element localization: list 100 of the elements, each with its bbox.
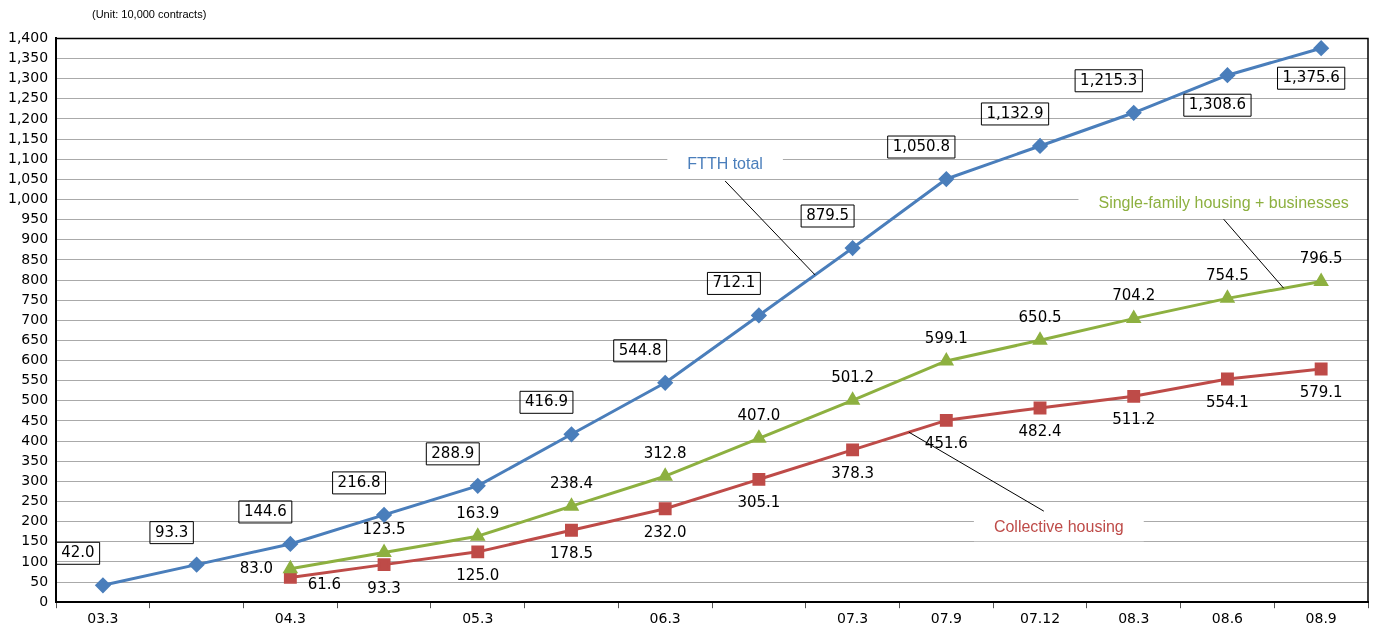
point [1220,372,1234,386]
data-label: 554.1 [1205,392,1249,411]
text: Single-family housing + businesses [1098,193,1349,211]
point [939,353,954,366]
data-label: 407.0 [737,406,781,425]
point [565,523,578,537]
x-tick-label: 08.6 [1211,610,1244,627]
x-tick-label: 06.3 [649,610,681,627]
data-label: 93.3 [154,522,189,541]
y-tick-label: 1,250 [7,89,49,106]
y-tick-label: 250 [21,492,49,509]
data-label: 178.5 [550,544,593,563]
y-tick-label: 1,400 [7,29,49,46]
data-label: 1,308.6 [1188,95,1247,114]
y-tick-label: 100 [21,552,49,569]
data-label: 125.0 [456,565,500,584]
data-label: 511.2 [1112,410,1156,429]
y-tick-label: 1,100 [7,149,49,166]
y-tick-label: 700 [21,310,49,327]
y-tick-label: 950 [21,210,49,227]
point [657,375,673,391]
data-label: 1,375.6 [1282,68,1340,87]
point [471,528,485,541]
y-tick-label: 750 [21,290,49,307]
y-tick-label: 600 [21,351,49,368]
data-label: 416.9 [525,392,568,411]
data-label: 650.5 [1018,308,1062,327]
data-label: 83.0 [239,558,274,577]
point [283,561,298,574]
point [471,545,485,559]
point [658,468,672,481]
data-label: 579.1 [1299,382,1343,401]
data-label: 879.5 [806,205,850,224]
text: (Unit: 10,000 contracts) [92,8,207,20]
x-tick-label: 07.12 [1019,610,1061,627]
y-tick-label: 850 [21,250,49,267]
y-tick-label: 800 [21,270,49,287]
data-label: 305.1 [737,493,781,512]
data-label: 544.8 [618,340,662,359]
x-tick-label: 08.9 [1305,610,1337,627]
point [95,577,111,593]
data-label: 163.9 [456,504,500,523]
y-tick-label: 200 [21,512,49,529]
data-label: 482.4 [1018,421,1062,440]
point [1126,105,1142,121]
data-label: 93.3 [367,578,401,597]
data-label: 288.9 [431,443,475,462]
x-tick-label: 07.3 [837,610,869,627]
data-label: 1,132.9 [986,103,1044,122]
y-tick-label: 50 [30,572,49,589]
y-tick-label: 1,150 [7,129,49,146]
y-tick-label: 0 [39,592,49,609]
point [1033,332,1047,345]
y-tick-label: 650 [21,331,49,348]
point [752,472,766,486]
point [1313,40,1329,56]
point [751,307,767,323]
data-label: 312.8 [643,444,687,463]
y-tick-label: 900 [21,230,49,247]
point [939,413,953,427]
point [564,498,579,511]
y-tick-label: 350 [21,451,49,468]
data-label: 238.4 [550,474,593,493]
point [470,478,486,494]
data-label: 1,215.3 [1080,70,1138,89]
point [563,426,579,442]
y-tick-label: 300 [21,472,49,489]
x-tick-label: 07.9 [930,610,962,627]
point [938,171,954,187]
y-tick-label: 1,050 [7,169,49,186]
data-label: 501.2 [831,368,875,387]
data-label: 1,050.8 [892,136,950,155]
point [845,240,861,256]
data-label: 599.1 [924,328,968,347]
text: FTTH total [687,155,763,173]
point [376,507,392,523]
data-label: 378.3 [831,463,875,482]
y-tick-label: 150 [21,532,49,549]
point [752,430,766,443]
point [283,570,297,584]
point [846,443,860,457]
y-tick-label: 1,350 [7,49,49,66]
point [189,557,205,573]
point [282,536,298,552]
data-label: 216.8 [337,472,381,491]
x-tick-label: 08.3 [1118,610,1150,627]
point [377,558,391,572]
y-tick-label: 1,200 [7,109,49,126]
point [1032,138,1048,154]
data-label: 451.6 [924,434,968,453]
data-label: 796.5 [1299,249,1343,268]
point [1220,290,1235,303]
x-tick-label: 04.3 [274,610,306,627]
point [1219,67,1235,83]
point [658,502,672,516]
data-label: 232.0 [643,522,687,541]
data-label: 754.5 [1205,266,1249,285]
x-tick-label: 03.3 [87,610,119,627]
x-tick-label: 05.3 [462,610,494,627]
y-tick-label: 1,000 [7,190,49,207]
